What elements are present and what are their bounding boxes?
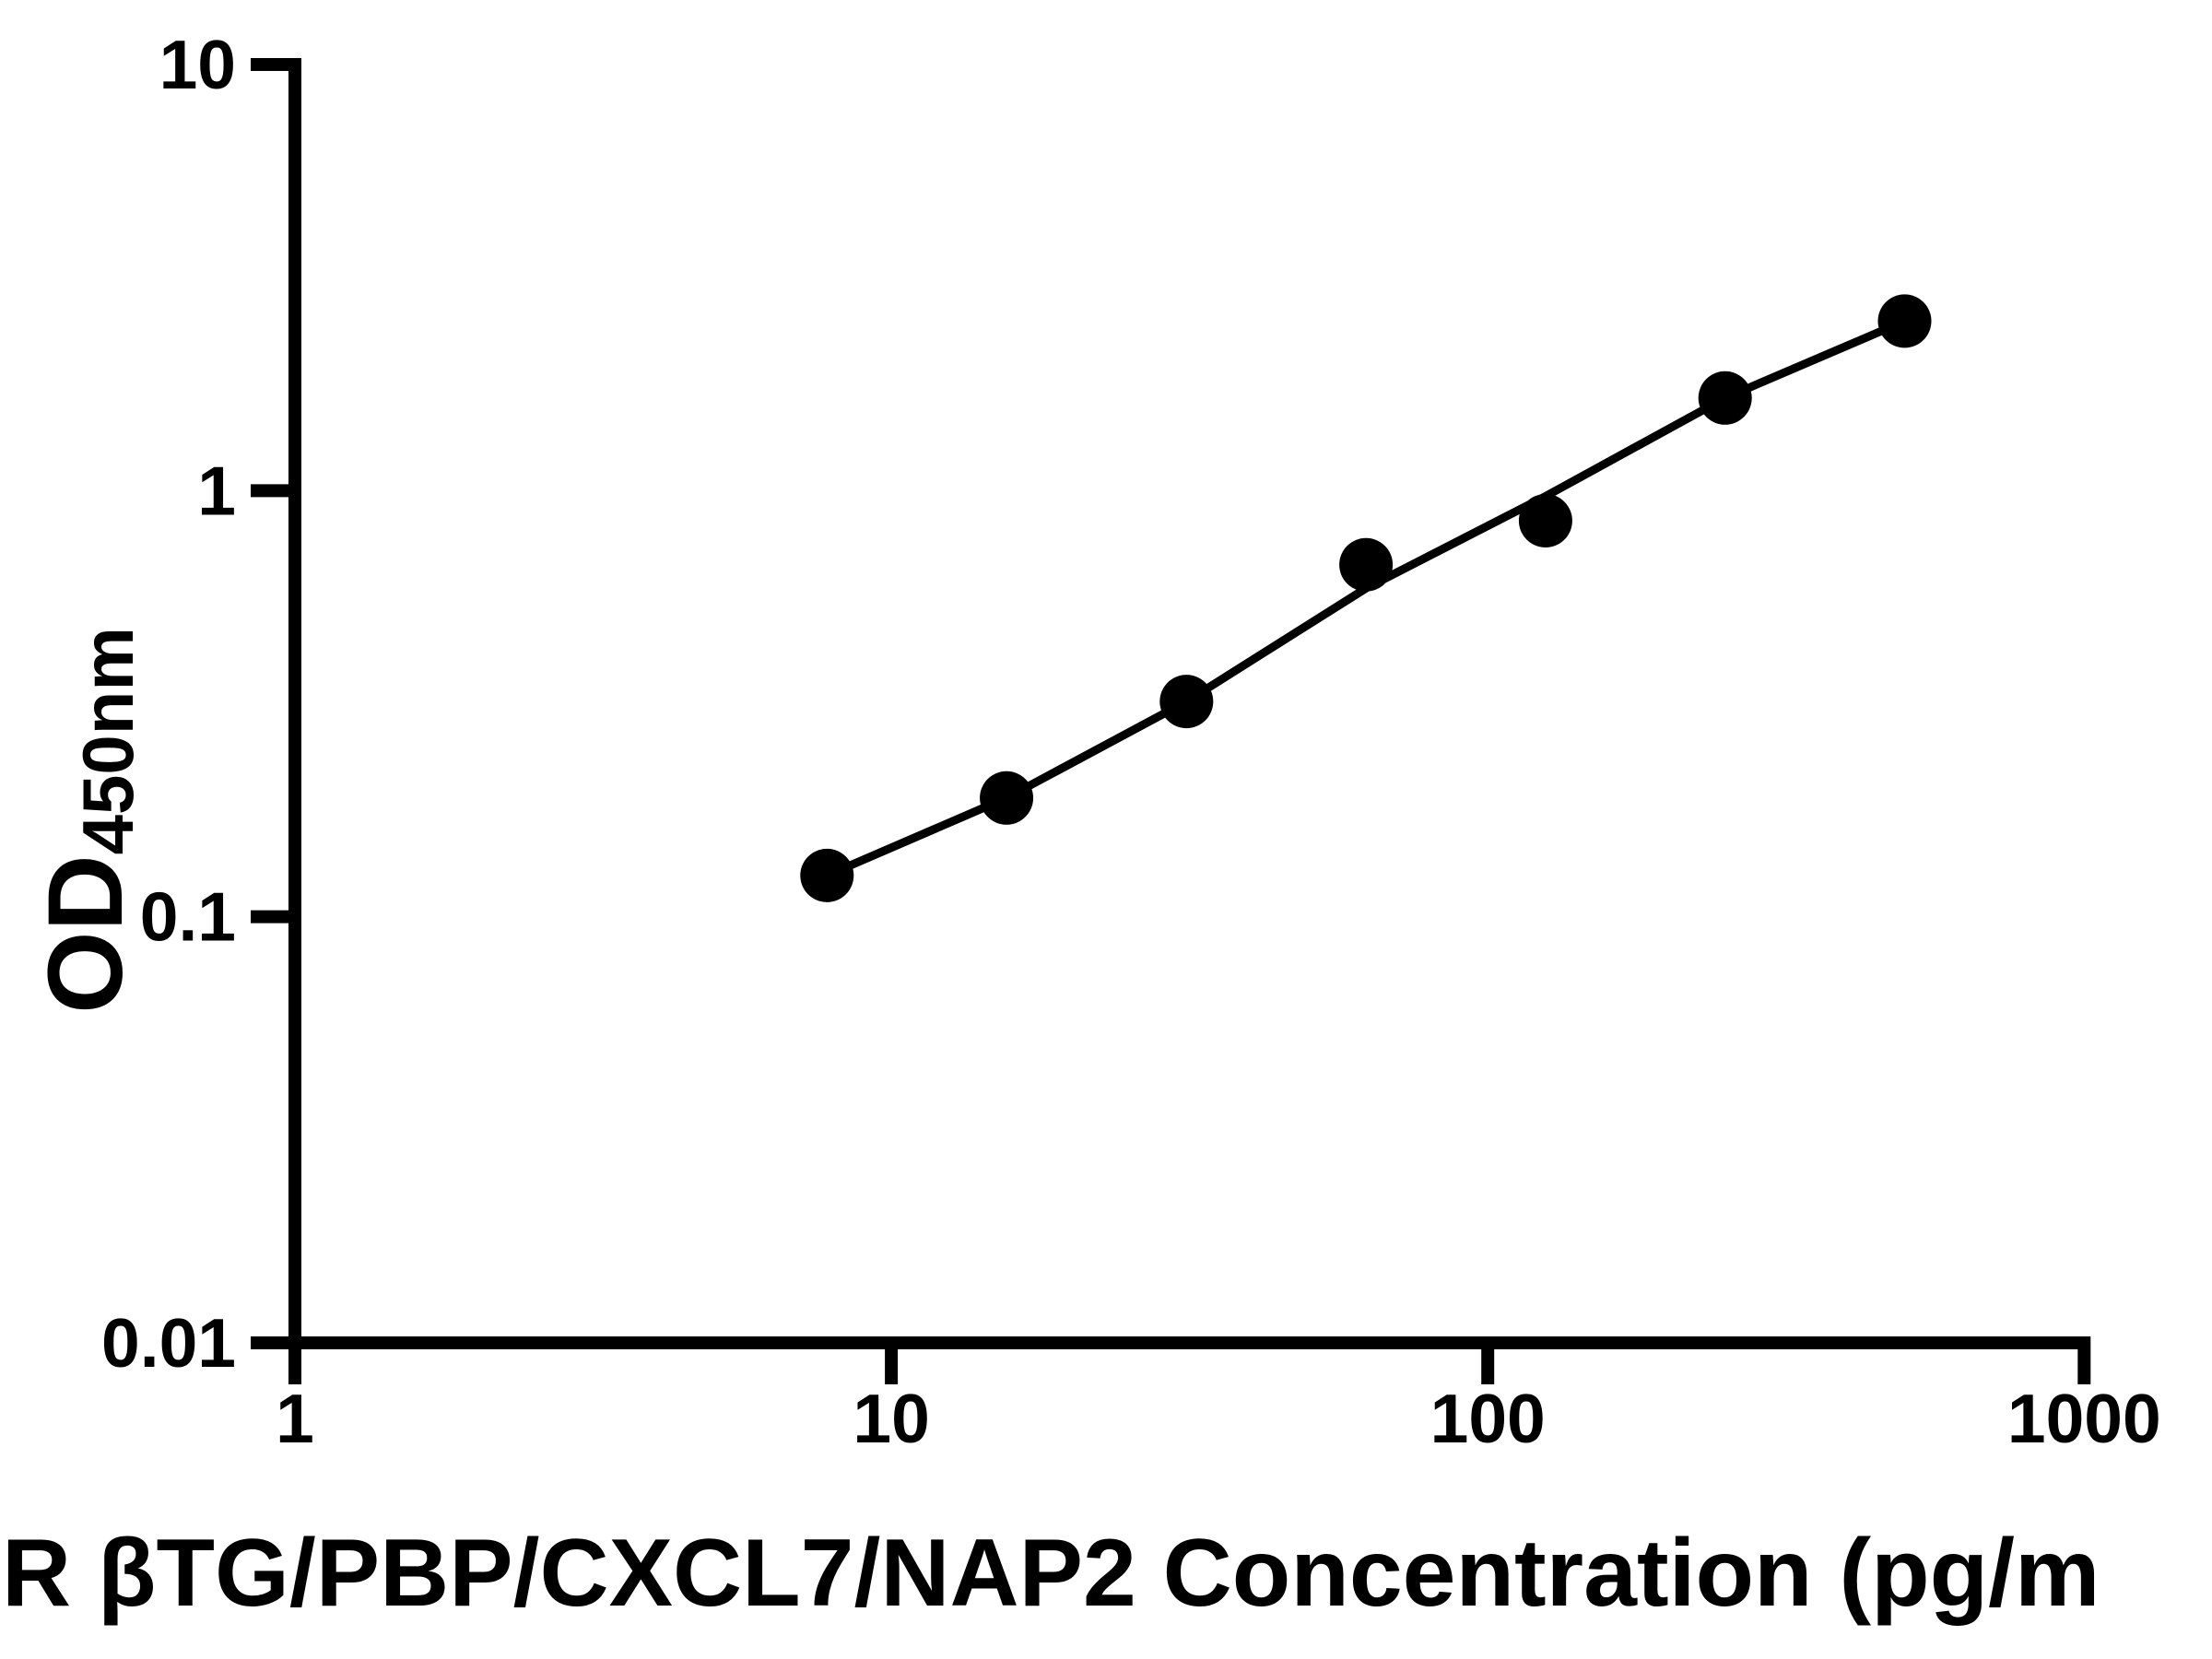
y-axis-title: OD 450nm: [25, 498, 182, 1143]
data-point: [1698, 371, 1752, 425]
data-point: [1877, 294, 1932, 348]
x-tick-label: 1000: [2007, 1380, 2161, 1457]
x-axis-title: R βTG/PBP/CXCL7/NAP2 Concentration (pg/m: [2, 1520, 2100, 1627]
data-point: [1159, 675, 1214, 729]
data-point: [980, 771, 1034, 825]
y-tick-label: 10: [159, 26, 236, 103]
data-point: [1339, 537, 1394, 592]
y-axis-title-subscript: 450nm: [67, 627, 149, 855]
data-point: [800, 848, 854, 902]
y-tick-label: 1: [197, 452, 236, 529]
x-tick-label: 1: [276, 1380, 314, 1457]
data-point: [1518, 493, 1572, 547]
y-tick-label: 0.01: [101, 1304, 236, 1382]
y-axis-title-main: OD: [27, 854, 145, 1014]
x-tick-label: 100: [1430, 1380, 1546, 1457]
x-tick-label: 10: [853, 1380, 929, 1457]
y-tick-label: 0.1: [140, 878, 236, 956]
